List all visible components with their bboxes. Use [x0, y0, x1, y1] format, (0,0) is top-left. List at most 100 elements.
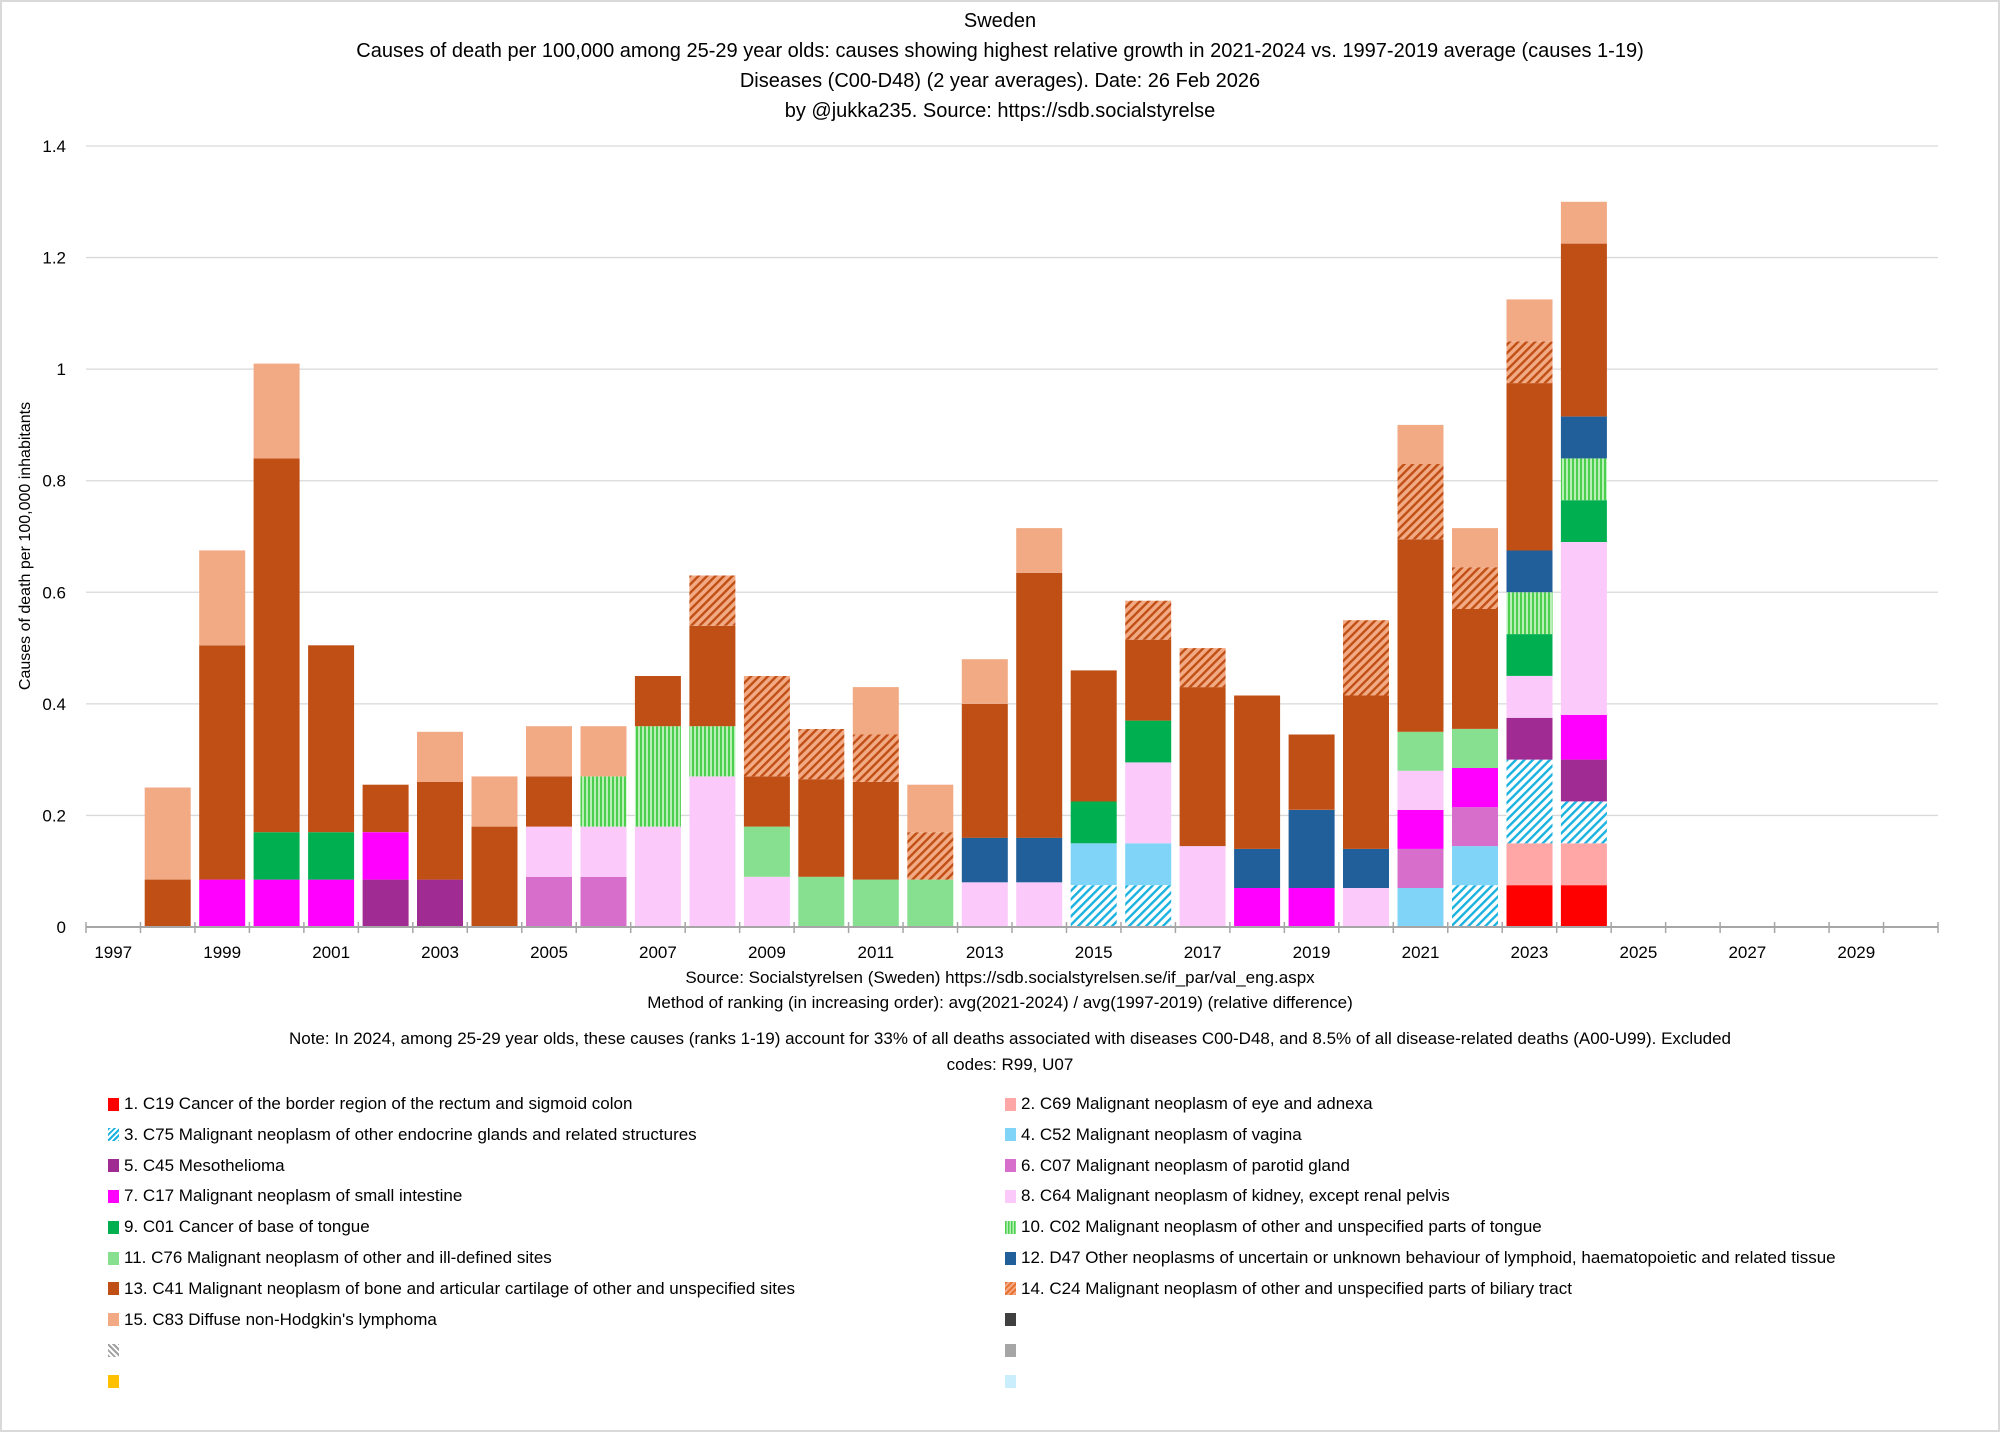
legend-label: 8. C64 Malignant neoplasm of kidney, exc… — [1021, 1186, 1450, 1206]
bar-segment-2000-C17 — [253, 879, 300, 927]
legend-item: 3. C75 Malignant neoplasm of other endoc… — [108, 1124, 697, 1146]
legend-swatch — [108, 1128, 119, 1142]
bar-segment-2016-C75 — [1125, 885, 1172, 927]
legend-item — [1005, 1370, 1021, 1392]
bar-segment-2012-C24 — [907, 832, 954, 880]
bar-segment-2013-C64 — [961, 882, 1008, 927]
bar-segment-2023-C83 — [1506, 299, 1553, 342]
bar-segment-2001-C01 — [308, 832, 355, 880]
bar-segment-2024-C83 — [1560, 201, 1607, 244]
footnote-line-1: Note: In 2024, among 25-29 year olds, th… — [288, 1029, 1732, 1048]
legend-item: 13. C41 Malignant neoplasm of bone and a… — [108, 1278, 795, 1300]
bar-segment-1998-C41 — [144, 879, 191, 927]
legend-swatch — [1005, 1159, 1016, 1173]
chart-byline: by @jukka235. Source: https://sdb.social… — [784, 100, 1216, 122]
x-tick-label: 2005 — [530, 943, 568, 962]
bar-segment-2020-C64 — [1343, 888, 1389, 927]
bar-segment-2006-C02 — [580, 776, 627, 827]
bar-segment-2014-C41 — [1016, 572, 1063, 838]
bar-segment-2022-C41 — [1452, 609, 1498, 729]
legend-label: 1. C19 Cancer of the border region of th… — [124, 1094, 633, 1113]
bar-segment-2022-C52 — [1452, 846, 1498, 886]
bar-segment-2001-C41 — [308, 645, 355, 833]
bar-segment-2020-C24 — [1343, 620, 1389, 696]
chart-subtitle-2: Diseases (C00-D48) (2 year averages). Da… — [739, 70, 1261, 92]
bar-segment-2006-C64 — [580, 826, 627, 877]
bar-segment-2023-C69 — [1506, 843, 1553, 886]
legend-item: 6. C07 Malignant neoplasm of parotid gla… — [1005, 1155, 1350, 1177]
bar-segment-2005-C83 — [526, 726, 572, 777]
bar-segment-2024-C75 — [1560, 801, 1607, 844]
bar-segment-2000-C83 — [253, 363, 300, 459]
bar-segment-2021-C24 — [1397, 464, 1444, 540]
bar-segment-2003-C45 — [417, 879, 463, 927]
legend-item: 9. C01 Cancer of base of tongue — [108, 1216, 370, 1238]
bar-segment-2014-C83 — [1016, 528, 1063, 573]
bar-segment-2011-C24 — [852, 734, 899, 782]
legend-swatch — [1005, 1128, 1016, 1142]
bar-segment-2014-D47 — [1016, 837, 1063, 883]
bar-segment-2019-C17 — [1288, 888, 1335, 927]
legend-swatch — [108, 1374, 119, 1388]
y-tick-label: 0.8 — [42, 472, 66, 491]
bar-segment-2018-C17 — [1234, 888, 1281, 927]
legend-swatch — [1005, 1220, 1016, 1234]
x-tick-label: 2021 — [1402, 943, 1440, 962]
legend-label: 11. C76 Malignant neoplasm of other and … — [124, 1248, 552, 1267]
bar-segment-2017-C41 — [1179, 687, 1226, 847]
bar-segment-2017-C24 — [1179, 648, 1226, 688]
bar-segment-2021-C07 — [1397, 848, 1444, 888]
bar-segment-2015-C52 — [1070, 843, 1117, 886]
legend-swatch — [1005, 1374, 1016, 1388]
legend-swatch — [108, 1313, 119, 1327]
bar-segment-2007-C02 — [634, 726, 681, 827]
bar-segment-2024-C02 — [1560, 458, 1607, 501]
legend-item: 7. C17 Malignant neoplasm of small intes… — [108, 1185, 462, 1207]
bar-segment-2016-C41 — [1125, 639, 1172, 721]
bar-segment-2000-C41 — [253, 458, 300, 833]
legend-item: 14. C24 Malignant neoplasm of other and … — [1005, 1278, 1572, 1300]
bar-segment-2022-C76 — [1452, 729, 1498, 768]
legend-item: 5. C45 Mesothelioma — [108, 1155, 285, 1177]
legend-swatch — [108, 1097, 119, 1111]
legend-item: 8. C64 Malignant neoplasm of kidney, exc… — [1005, 1185, 1450, 1207]
x-tick-label: 2029 — [1837, 943, 1875, 962]
bar-segment-2020-C41 — [1343, 695, 1389, 849]
x-tick-label: 2001 — [312, 943, 350, 962]
bar-segment-2003-C83 — [417, 731, 463, 782]
x-tick-label: 2025 — [1619, 943, 1657, 962]
bar-segment-2008-C24 — [689, 575, 736, 626]
footnote-line-2: codes: R99, U07 — [946, 1055, 1074, 1074]
bar-segment-2009-C64 — [743, 876, 790, 927]
bar-segment-2024-C45 — [1560, 759, 1607, 802]
stacked-bar-chart: 0 0.2 0.4 0.6 0.8 1 1.2 1.4 1997 1999 2001 2003 200… — [42, 137, 1939, 962]
x-tick-label: 2011 — [858, 943, 895, 962]
bar-segment-2022-C83 — [1452, 528, 1498, 568]
x-tick-label: 2027 — [1728, 943, 1766, 962]
bar-segment-2024-D47 — [1560, 416, 1607, 459]
method-note: Method of ranking (in increasing order):… — [647, 993, 1353, 1012]
bar-segment-2013-D47 — [961, 837, 1008, 883]
bar-segment-2007-C41 — [634, 676, 681, 727]
legend-item: 1. C19 Cancer of the border region of th… — [108, 1093, 632, 1115]
y-tick-label: 0 — [57, 918, 66, 937]
bar-segment-2012-C76 — [907, 879, 954, 927]
bar-segment-2021-C83 — [1397, 424, 1444, 464]
bar-segment-2023-C75 — [1506, 759, 1553, 844]
legend-label: 7. C17 Malignant neoplasm of small intes… — [124, 1186, 463, 1206]
bar-segment-2023-C02 — [1506, 592, 1553, 635]
legend-label: 3. C75 Malignant neoplasm of other endoc… — [124, 1124, 697, 1144]
bar-segment-2000-C01 — [253, 832, 300, 880]
bar-segment-2016-C52 — [1125, 843, 1172, 886]
bar-segment-2002-C45 — [362, 879, 409, 927]
legend-label: 9. C01 Cancer of base of tongue — [124, 1217, 370, 1237]
bar-segment-2001-C17 — [308, 879, 355, 927]
x-tick-label: 2015 — [1075, 943, 1113, 962]
legend-label: 2. C69 Malignant neoplasm of eye and adn… — [1021, 1094, 1373, 1113]
bar-segment-2009-C76 — [743, 826, 790, 877]
bar-segment-2018-D47 — [1234, 848, 1281, 888]
x-tick-label: 2019 — [1293, 943, 1331, 962]
x-tick-label: 2017 — [1184, 943, 1222, 962]
bar-segment-2024-C64 — [1560, 542, 1607, 715]
